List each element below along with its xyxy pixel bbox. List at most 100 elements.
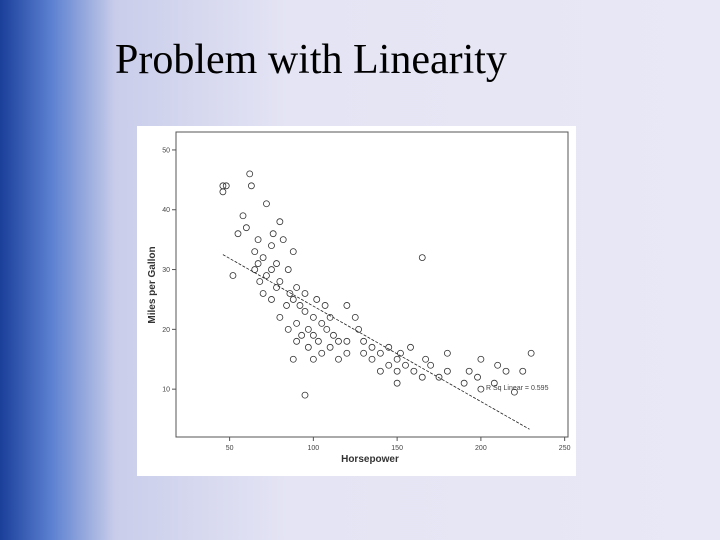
fit-line bbox=[222, 254, 530, 430]
point bbox=[251, 248, 259, 256]
point bbox=[402, 361, 409, 369]
point bbox=[239, 212, 247, 220]
point bbox=[330, 331, 337, 339]
point bbox=[376, 349, 384, 357]
point bbox=[289, 248, 297, 256]
point bbox=[326, 343, 334, 351]
point bbox=[407, 343, 414, 351]
point bbox=[309, 355, 317, 363]
x-tick-label: 150 bbox=[391, 445, 403, 452]
point bbox=[376, 367, 384, 375]
point bbox=[360, 349, 368, 357]
point bbox=[304, 325, 312, 333]
chart-background bbox=[137, 126, 576, 476]
point bbox=[301, 391, 309, 399]
point bbox=[335, 337, 342, 345]
point bbox=[410, 367, 418, 375]
point bbox=[443, 349, 451, 357]
point bbox=[465, 367, 473, 375]
x-tick-label: 100 bbox=[308, 445, 320, 452]
point bbox=[279, 236, 287, 244]
point bbox=[477, 355, 485, 363]
point bbox=[519, 367, 527, 375]
point bbox=[318, 319, 326, 327]
point bbox=[284, 325, 292, 333]
point bbox=[385, 361, 393, 369]
point bbox=[321, 302, 329, 309]
slide-title: Problem with Linearity bbox=[115, 37, 507, 83]
point bbox=[443, 367, 451, 375]
point bbox=[268, 242, 275, 250]
point bbox=[360, 337, 368, 345]
point bbox=[293, 337, 301, 345]
y-tick-label: 30 bbox=[162, 267, 170, 274]
point bbox=[494, 361, 502, 369]
point bbox=[268, 296, 275, 303]
point bbox=[510, 388, 518, 396]
y-tick-label: 20 bbox=[162, 327, 170, 334]
point bbox=[304, 343, 312, 351]
point bbox=[343, 349, 351, 357]
point bbox=[355, 325, 362, 333]
point bbox=[229, 272, 237, 279]
point bbox=[276, 313, 284, 321]
point bbox=[474, 373, 481, 381]
point bbox=[293, 319, 301, 327]
point bbox=[393, 355, 401, 363]
point bbox=[351, 313, 359, 321]
point bbox=[422, 355, 430, 363]
point bbox=[296, 302, 304, 309]
point bbox=[314, 337, 322, 345]
point bbox=[318, 349, 326, 357]
point bbox=[502, 367, 510, 375]
x-axis-label: Horsepower bbox=[341, 454, 399, 465]
point bbox=[273, 284, 280, 291]
point bbox=[477, 385, 485, 393]
y-tick-label: 40 bbox=[162, 207, 170, 214]
point bbox=[259, 254, 267, 261]
point bbox=[393, 379, 401, 387]
point bbox=[259, 290, 267, 297]
point bbox=[323, 325, 331, 333]
point bbox=[269, 230, 277, 238]
point bbox=[276, 218, 284, 226]
point bbox=[219, 188, 227, 196]
point bbox=[289, 296, 297, 303]
x-tick-label: 200 bbox=[475, 445, 487, 452]
y-axis-label: Miles per Gallon bbox=[147, 246, 158, 323]
y-tick-label: 50 bbox=[162, 147, 170, 154]
point bbox=[246, 170, 254, 178]
point bbox=[247, 182, 255, 190]
point bbox=[298, 331, 306, 339]
x-tick-label: 50 bbox=[226, 445, 234, 452]
point bbox=[268, 266, 275, 273]
point bbox=[293, 284, 301, 291]
point bbox=[309, 331, 317, 339]
point bbox=[527, 349, 535, 357]
point bbox=[435, 373, 443, 381]
point bbox=[460, 379, 468, 387]
point bbox=[276, 278, 284, 285]
point bbox=[343, 337, 351, 345]
point bbox=[309, 313, 317, 321]
point bbox=[393, 367, 401, 375]
point bbox=[254, 236, 262, 244]
point bbox=[418, 254, 426, 261]
point bbox=[490, 379, 498, 387]
annotation: R Sq Linear = 0.595 bbox=[486, 385, 549, 392]
point bbox=[397, 349, 404, 357]
point bbox=[284, 266, 292, 273]
point bbox=[301, 290, 309, 297]
point bbox=[222, 182, 230, 190]
point bbox=[289, 355, 297, 363]
point bbox=[234, 230, 242, 238]
point bbox=[263, 200, 270, 208]
point bbox=[418, 373, 426, 381]
point bbox=[335, 355, 342, 363]
point bbox=[286, 290, 294, 297]
point bbox=[256, 278, 264, 285]
point bbox=[313, 296, 321, 303]
point bbox=[283, 302, 290, 309]
